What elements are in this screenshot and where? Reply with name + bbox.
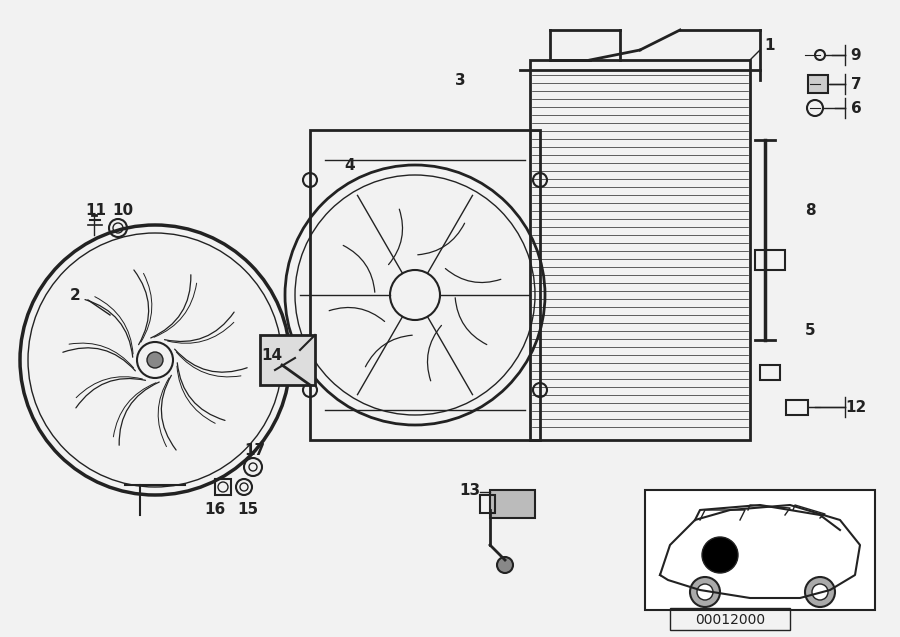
- Bar: [645, 490, 875, 610]
- Bar: [310, 130, 540, 440]
- Text: 5: 5: [805, 322, 815, 338]
- Text: 4: 4: [345, 157, 356, 173]
- Bar: [490, 490, 535, 518]
- Circle shape: [697, 584, 713, 600]
- Text: 15: 15: [238, 503, 258, 517]
- Text: 1: 1: [765, 38, 775, 52]
- Bar: [260, 335, 315, 385]
- Circle shape: [147, 352, 163, 368]
- Bar: [808, 75, 828, 93]
- Text: 8: 8: [805, 203, 815, 217]
- Text: 16: 16: [204, 503, 226, 517]
- Circle shape: [690, 577, 720, 607]
- Bar: [755, 250, 785, 270]
- Text: 14: 14: [261, 348, 283, 362]
- Text: 10: 10: [112, 203, 133, 217]
- Bar: [760, 365, 780, 380]
- Bar: [786, 400, 808, 415]
- Text: 13: 13: [459, 482, 481, 497]
- Text: 17: 17: [245, 443, 266, 457]
- Bar: [530, 60, 750, 440]
- Text: 6: 6: [850, 101, 861, 115]
- Text: 7: 7: [850, 76, 861, 92]
- Text: 9: 9: [850, 48, 861, 62]
- Circle shape: [702, 537, 738, 573]
- Text: 2: 2: [69, 287, 80, 303]
- Text: 11: 11: [86, 203, 106, 217]
- Circle shape: [497, 557, 513, 573]
- Circle shape: [805, 577, 835, 607]
- Bar: [215, 479, 231, 495]
- Bar: [670, 608, 790, 630]
- Text: 3: 3: [454, 73, 465, 87]
- Text: 12: 12: [845, 399, 867, 415]
- Bar: [480, 495, 495, 513]
- Text: 00012000: 00012000: [695, 613, 765, 627]
- Circle shape: [812, 584, 828, 600]
